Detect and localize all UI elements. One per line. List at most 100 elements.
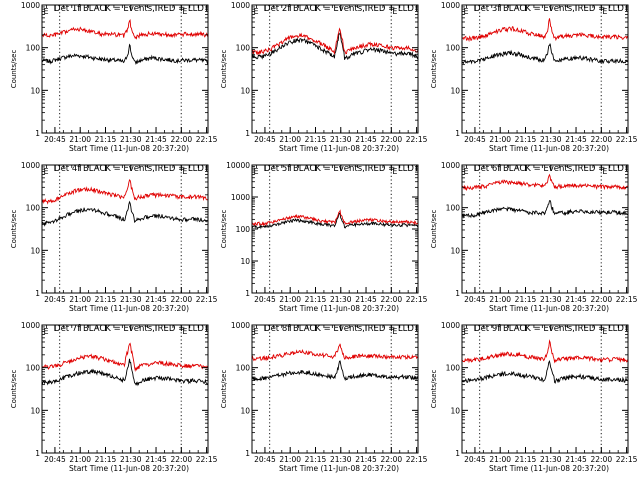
event-marker-label: E	[182, 7, 187, 16]
x-tick-label: 21:15	[515, 455, 537, 464]
y-axis-label: Counts/sec	[220, 370, 228, 409]
event-marker-label: E	[602, 7, 607, 16]
y-tick-label: 100	[446, 364, 461, 373]
panel-6: Det 6f BLACK = Events, RED = LLD 1 10 100 10…	[430, 161, 638, 313]
x-tick-label: 21:30	[540, 455, 562, 464]
plot-frame	[461, 4, 629, 134]
x-axis-label: Start Time (11-Jun-08 20:37:20)	[489, 144, 609, 153]
x-tick-label: 22:15	[406, 455, 428, 464]
x-tick-label: 21:15	[305, 135, 327, 144]
x-tick-label: 22:15	[196, 135, 218, 144]
x-tick-label: 21:45	[565, 135, 587, 144]
y-tick-label: 10000	[226, 161, 250, 170]
y-tick-label: 100	[26, 44, 41, 53]
series-line-events	[252, 212, 418, 230]
y-axis-label: Counts/sec	[430, 210, 438, 249]
x-tick-label: 22:00	[381, 295, 403, 304]
panel-title: Det 2f BLACK = Events, RED = LLD	[264, 4, 414, 14]
event-marker-label: E	[464, 7, 469, 16]
plot-frame	[461, 324, 629, 454]
panel-9: Det 9f BLACK = Events, RED = LLD 1 10 100 10…	[430, 321, 638, 473]
y-axis-label: Counts/sec	[430, 50, 438, 89]
panel-title: Det 5f BLACK = Events, RED = LLD	[264, 164, 414, 174]
series-line-lld	[462, 339, 628, 364]
y-tick-label: 10	[450, 246, 460, 255]
panel-4: Det 4f BLACK = Events, RED = LLD 1 10 100 10…	[10, 161, 218, 313]
x-tick-label: 21:00	[69, 455, 91, 464]
event-marker-label: E	[602, 327, 607, 336]
event-marker-label: E	[602, 167, 607, 176]
series-line-events	[252, 32, 418, 61]
x-axis-label: Start Time (11-Jun-08 20:37:20)	[279, 304, 399, 313]
x-tick-label: 21:45	[355, 455, 377, 464]
x-tick-label: 20:45	[464, 135, 486, 144]
x-tick-label: 21:30	[330, 135, 352, 144]
y-tick-label: 100	[446, 204, 461, 213]
x-tick-label: 20:45	[254, 295, 276, 304]
x-tick-label: 22:00	[171, 455, 193, 464]
x-tick-label: 21:15	[95, 135, 117, 144]
y-tick-label: 1	[245, 289, 250, 298]
y-tick-label: 10	[450, 406, 460, 415]
panel-title: Det 8f BLACK = Events, RED = LLD	[264, 324, 414, 334]
plot-frame	[251, 4, 419, 134]
x-axis-label: Start Time (11-Jun-08 20:37:20)	[69, 304, 189, 313]
series-line-lld	[462, 18, 628, 43]
x-tick-label: 21:30	[120, 295, 142, 304]
y-tick-label: 1	[455, 289, 460, 298]
y-tick-label: 10	[240, 86, 250, 95]
panel-5: Det 5f BLACK = Events, RED = LLD 1 10 100 10…	[220, 161, 428, 313]
plot-frame	[41, 4, 209, 134]
x-tick-label: 22:00	[381, 455, 403, 464]
panel-1: Det 1f BLACK = Events, RED = LLD 1 10 100 10…	[10, 1, 218, 153]
panel-2: Det 2f BLACK = Events, RED = LLD 1 10 100 10…	[220, 1, 428, 153]
y-tick-label: 100	[236, 44, 251, 53]
x-tick-label: 21:15	[305, 295, 327, 304]
x-tick-label: 21:00	[489, 455, 511, 464]
y-tick-label: 100	[236, 225, 251, 234]
panel-3: Det 3f BLACK = Events, RED = LLD 1 10 100 10…	[430, 1, 638, 153]
x-tick-label: 21:00	[69, 135, 91, 144]
y-tick-label: 100	[446, 44, 461, 53]
x-tick-label: 21:00	[279, 295, 301, 304]
series-line-lld	[42, 342, 208, 373]
panel-title: Det 9f BLACK = Events, RED = LLD	[474, 324, 624, 334]
series-line-events	[462, 359, 628, 384]
x-tick-label: 21:45	[355, 135, 377, 144]
series-line-events	[42, 358, 208, 387]
y-tick-label: 1000	[231, 193, 250, 202]
panel-7: Det 7f BLACK = Events, RED = LLD 1 10 100 10…	[10, 321, 218, 473]
x-tick-label: 21:15	[95, 295, 117, 304]
series-line-events	[462, 43, 628, 65]
x-tick-label: 21:45	[565, 295, 587, 304]
x-tick-label: 21:45	[145, 455, 167, 464]
y-tick-label: 10	[240, 257, 250, 266]
y-tick-label: 1000	[21, 321, 40, 330]
series-line-lld	[42, 179, 208, 205]
event-marker-label: E	[182, 327, 187, 336]
y-tick-label: 10	[30, 406, 40, 415]
series-line-lld	[42, 18, 208, 40]
x-tick-label: 21:30	[330, 295, 352, 304]
series-line-lld	[462, 173, 628, 192]
y-tick-label: 1	[245, 449, 250, 458]
y-tick-label: 1	[455, 129, 460, 138]
plot-frame	[251, 324, 419, 454]
event-marker-label: E	[254, 7, 259, 16]
x-axis-label: Start Time (11-Jun-08 20:37:20)	[69, 144, 189, 153]
y-tick-label: 1	[35, 129, 40, 138]
x-axis-label: Start Time (11-Jun-08 20:37:20)	[279, 144, 399, 153]
x-tick-label: 22:00	[591, 295, 613, 304]
x-tick-label: 21:00	[279, 455, 301, 464]
x-tick-label: 20:45	[464, 295, 486, 304]
y-tick-label: 10	[30, 86, 40, 95]
x-tick-label: 21:45	[355, 295, 377, 304]
y-tick-label: 1000	[21, 161, 40, 170]
x-tick-label: 20:45	[44, 135, 66, 144]
y-tick-label: 10	[450, 86, 460, 95]
panel-title: Det 1f BLACK = Events, RED = LLD	[54, 4, 204, 14]
series-line-lld	[252, 209, 418, 227]
x-tick-label: 20:45	[44, 455, 66, 464]
x-tick-label: 21:00	[489, 135, 511, 144]
event-marker-label: E	[392, 327, 397, 336]
